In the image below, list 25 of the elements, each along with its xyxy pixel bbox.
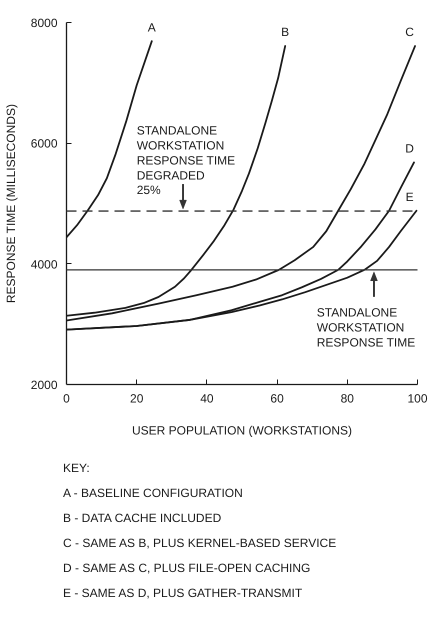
series-label: E (406, 190, 414, 204)
y-axis-title: RESPONSE TIME (MILLISECONDS) (4, 104, 18, 304)
x-tick-label: 40 (200, 392, 214, 406)
legend-label: STANDALONE WORKSTATION RESPONSE TIME (316, 306, 416, 350)
text: A - BASELINE CONFIGURATION (63, 485, 244, 502)
series-label: C (405, 25, 414, 40)
x-tick-label: 60 (270, 392, 284, 406)
x-tick-label: 20 (130, 392, 144, 406)
text: B - DATA CACHE INCLUDED (63, 510, 222, 527)
ref-line-label: STANDALONE WORKSTATION RESPONSE TIME DEGRADED 25% (136, 124, 236, 198)
x-tick-label: 100 (407, 392, 428, 406)
y-tick-label: 8000 (30, 16, 58, 30)
y-tick-label: 4000 (30, 257, 58, 272)
text: C - SAME AS B, PLUS KERNEL-BASED SERVICE (63, 535, 336, 552)
series-label: B (281, 25, 290, 40)
y-tick-label: 2000 (30, 378, 58, 392)
text: KEY: (63, 460, 91, 477)
x-tick-label: 0 (63, 392, 70, 406)
x-tick-label: 80 (340, 392, 354, 406)
text: E - SAME AS D, PLUS GATHER-TRANSMIT (63, 585, 304, 602)
series-label: A (148, 20, 156, 34)
y-tick-label: 6000 (30, 136, 58, 151)
text: D - SAME AS C, PLUS FILE-OPEN CACHING (63, 560, 312, 577)
x-axis-title: USER POPULATION (WORKSTATIONS) (132, 424, 352, 438)
series-label: D (405, 142, 414, 156)
